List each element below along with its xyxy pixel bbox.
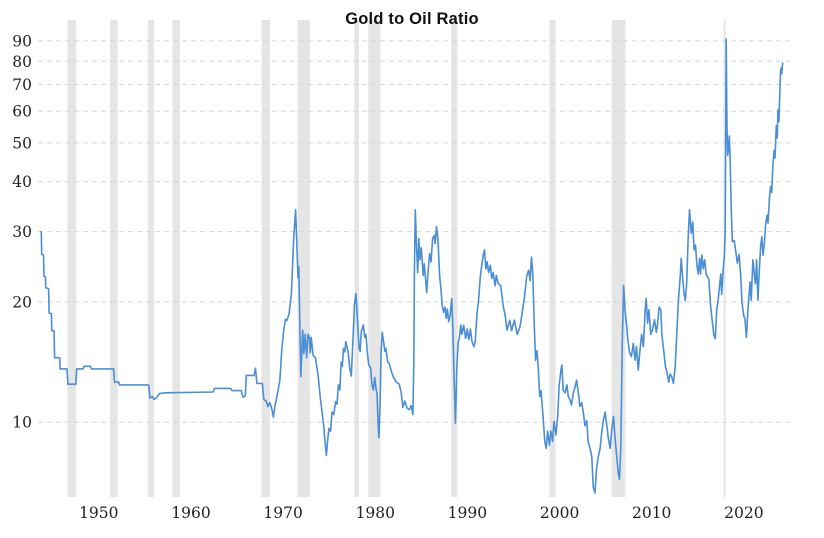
recession-band (172, 20, 180, 497)
x-axis-tick-label: 2000 (540, 504, 579, 522)
x-axis-tick-label: 1990 (448, 504, 487, 522)
y-axis-tick-label: 60 (12, 103, 32, 121)
recession-band (297, 20, 310, 497)
recession-band (67, 20, 77, 497)
recession-band (451, 20, 458, 497)
x-axis-tick-label: 1980 (356, 504, 395, 522)
x-axis-tick-label: 2020 (724, 504, 763, 522)
y-axis-tick-label: 20 (12, 293, 32, 311)
y-axis-tick-label: 10 (12, 414, 32, 432)
x-axis-tick-label: 1970 (263, 504, 302, 522)
y-axis-tick-label: 90 (12, 32, 32, 50)
x-axis-tick-label: 1960 (171, 504, 210, 522)
recession-band (147, 20, 154, 497)
y-axis-tick-label: 70 (12, 76, 32, 94)
recession-band (261, 20, 270, 497)
x-axis-tick-label: 1950 (79, 504, 118, 522)
y-axis-tick-label: 80 (12, 53, 32, 71)
recession-band (110, 20, 118, 497)
y-axis-tick-label: 50 (12, 134, 32, 152)
series-line-gold-oil-ratio (40, 38, 784, 494)
recession-band (354, 20, 359, 497)
x-axis-tick-label: 2010 (632, 504, 671, 522)
y-axis-tick-label: 40 (12, 173, 32, 191)
chart-title: Gold to Oil Ratio (345, 10, 479, 28)
y-axis-tick-label: 30 (12, 223, 32, 241)
recession-band (549, 20, 556, 497)
